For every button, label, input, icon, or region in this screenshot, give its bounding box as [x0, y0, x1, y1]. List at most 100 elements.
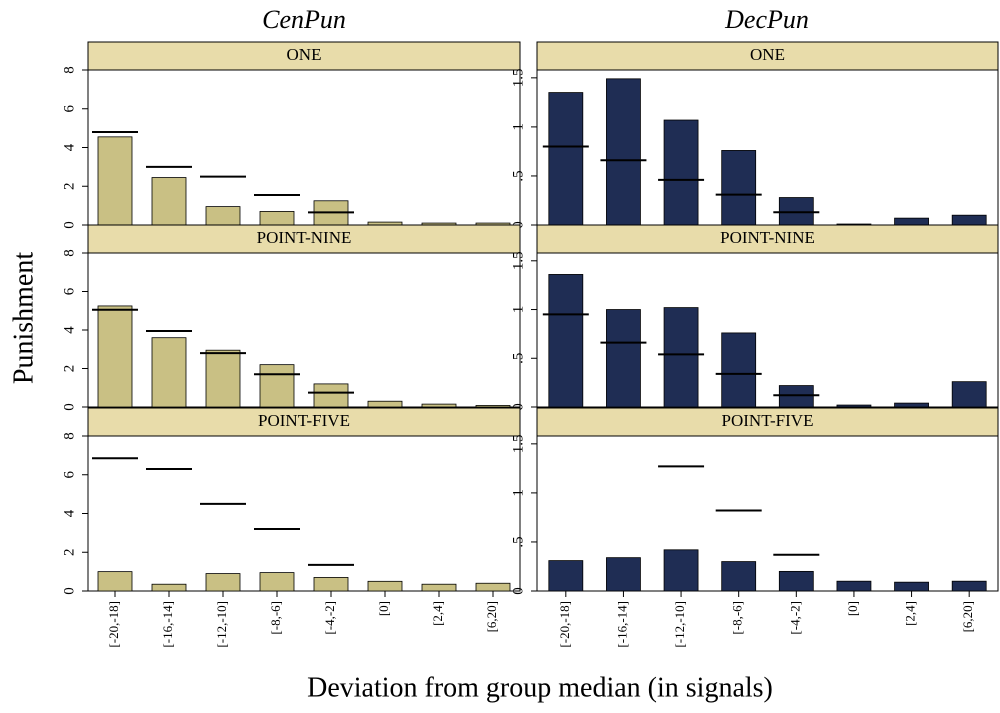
- y-tick-label: 1: [510, 306, 526, 314]
- bar: [836, 580, 872, 592]
- bar: [367, 580, 403, 592]
- y-tick-label: 0: [510, 403, 526, 411]
- y-tick-label: 6: [61, 287, 77, 295]
- y-tick-label: 6: [61, 105, 77, 113]
- strip: [536, 407, 999, 437]
- bar: [97, 305, 133, 408]
- bar: [721, 561, 757, 592]
- bar: [663, 307, 699, 408]
- strip: [87, 407, 521, 437]
- bar: [205, 349, 241, 408]
- y-tick-label: 0: [61, 403, 77, 411]
- x-tick-label: [-12,-10]: [672, 601, 687, 648]
- bar: [778, 570, 814, 592]
- strip-label: POINT-NINE: [720, 228, 815, 247]
- bar: [894, 581, 929, 592]
- y-tick-label: .5: [510, 536, 526, 547]
- strip: [87, 224, 521, 254]
- y-tick-label: 2: [61, 549, 77, 557]
- bar: [313, 383, 349, 408]
- bar: [475, 582, 511, 592]
- y-axis-label: Punishment: [8, 252, 39, 384]
- bar: [259, 364, 295, 408]
- x-tick-label: [-4,-2]: [787, 601, 802, 635]
- bar: [151, 583, 187, 592]
- bar: [721, 150, 757, 226]
- x-tick-label: [-20,-18]: [106, 601, 121, 648]
- x-tick-label: [0]: [845, 601, 860, 616]
- y-tick-label: 6: [61, 471, 77, 479]
- bar: [606, 309, 641, 408]
- bar: [894, 217, 929, 226]
- x-tick-label: [-16,-14]: [614, 601, 629, 648]
- strip-label: POINT-FIVE: [722, 411, 814, 430]
- x-tick-label: [-20,-18]: [557, 601, 572, 648]
- bar: [951, 214, 987, 226]
- bar: [97, 571, 133, 592]
- strip-label: ONE: [750, 45, 785, 64]
- strip-label: POINT-NINE: [257, 228, 352, 247]
- bar: [951, 580, 987, 592]
- y-tick-label: 0: [61, 587, 77, 595]
- plot-frame: [87, 435, 521, 592]
- x-tick-label: [2,4]: [903, 601, 918, 626]
- y-tick-label: 4: [61, 143, 77, 151]
- bar: [97, 136, 133, 226]
- bar: [894, 402, 929, 408]
- x-tick-label: [-16,-14]: [160, 601, 175, 648]
- y-tick-label: 2: [61, 365, 77, 373]
- x-tick-label: [-8,-6]: [730, 601, 745, 635]
- y-tick-label: .5: [510, 170, 526, 181]
- strip: [536, 224, 999, 254]
- bar: [367, 400, 403, 408]
- x-tick-label: [0]: [376, 601, 391, 616]
- y-tick-label: 8: [61, 249, 77, 257]
- strip: [536, 41, 999, 71]
- y-tick-label: 8: [61, 432, 77, 440]
- bar: [548, 560, 584, 592]
- bar: [606, 78, 641, 226]
- y-tick-label: 1.5: [510, 251, 526, 270]
- y-tick-label: 0: [510, 587, 526, 595]
- y-tick-label: 4: [61, 326, 77, 334]
- column-title: CenPun: [262, 5, 346, 34]
- x-tick-label: [-4,-2]: [322, 601, 337, 635]
- y-tick-label: 2: [61, 183, 77, 191]
- bar: [951, 381, 987, 408]
- bar: [421, 583, 457, 592]
- bar: [151, 177, 187, 226]
- y-tick-label: 1: [510, 489, 526, 497]
- strip: [87, 41, 521, 71]
- bar: [259, 211, 295, 226]
- bar: [205, 573, 241, 592]
- bar: [421, 403, 457, 408]
- bar: [313, 577, 349, 592]
- y-tick-label: 8: [61, 66, 77, 74]
- bar: [205, 206, 241, 226]
- x-tick-label: [-8,-6]: [268, 601, 283, 635]
- x-axis-label: Deviation from group median (in signals): [307, 672, 773, 703]
- y-tick-label: .5: [510, 353, 526, 364]
- column-title: DecPun: [724, 5, 809, 34]
- y-tick-label: 1.5: [510, 434, 526, 453]
- bar: [663, 119, 699, 226]
- bar: [606, 557, 641, 592]
- x-tick-label: [2,4]: [430, 601, 445, 626]
- strip-label: ONE: [287, 45, 322, 64]
- y-tick-label: 1.5: [510, 68, 526, 87]
- bar: [475, 405, 511, 408]
- bar: [151, 337, 187, 408]
- bar: [663, 549, 699, 592]
- bar: [548, 92, 584, 226]
- bar: [721, 332, 757, 408]
- strip-label: POINT-FIVE: [258, 411, 350, 430]
- x-tick-label: [-12,-10]: [214, 601, 229, 648]
- y-tick-label: 0: [61, 221, 77, 229]
- x-tick-label: [6,20]: [960, 601, 975, 632]
- y-tick-label: 4: [61, 509, 77, 517]
- bar: [836, 404, 872, 408]
- x-tick-label: [6,20]: [484, 601, 499, 632]
- bar: [548, 274, 584, 408]
